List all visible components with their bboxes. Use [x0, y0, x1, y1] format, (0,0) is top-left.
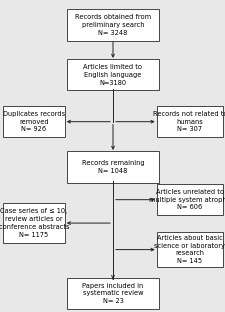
- FancyBboxPatch shape: [66, 151, 159, 183]
- Text: Duplicates records
removed
N= 926: Duplicates records removed N= 926: [3, 111, 65, 132]
- FancyBboxPatch shape: [66, 59, 159, 90]
- FancyBboxPatch shape: [156, 232, 222, 267]
- FancyBboxPatch shape: [66, 278, 159, 309]
- Text: Articles unrelated to
multiple system atrophy
N= 606: Articles unrelated to multiple system at…: [148, 189, 225, 210]
- Text: Records obtained from
preliminary search
N= 3248: Records obtained from preliminary search…: [75, 14, 150, 36]
- FancyBboxPatch shape: [156, 184, 222, 215]
- Text: Records not related to
humans
N= 307: Records not related to humans N= 307: [152, 111, 225, 132]
- FancyBboxPatch shape: [156, 106, 222, 137]
- Text: Articles about basic
science or laboratory
research
N= 145: Articles about basic science or laborato…: [154, 235, 224, 264]
- FancyBboxPatch shape: [3, 203, 65, 243]
- Text: Case series of ≤ 10,
review articles or
conference abstracts
N= 1175: Case series of ≤ 10, review articles or …: [0, 208, 69, 238]
- Text: Records remaining
N= 1048: Records remaining N= 1048: [81, 160, 144, 174]
- Text: Articles limited to
English language
N=3180: Articles limited to English language N=3…: [83, 64, 142, 85]
- Text: Papers included in
systematic review
N= 23: Papers included in systematic review N= …: [82, 283, 143, 304]
- FancyBboxPatch shape: [66, 9, 159, 41]
- FancyBboxPatch shape: [3, 106, 65, 137]
